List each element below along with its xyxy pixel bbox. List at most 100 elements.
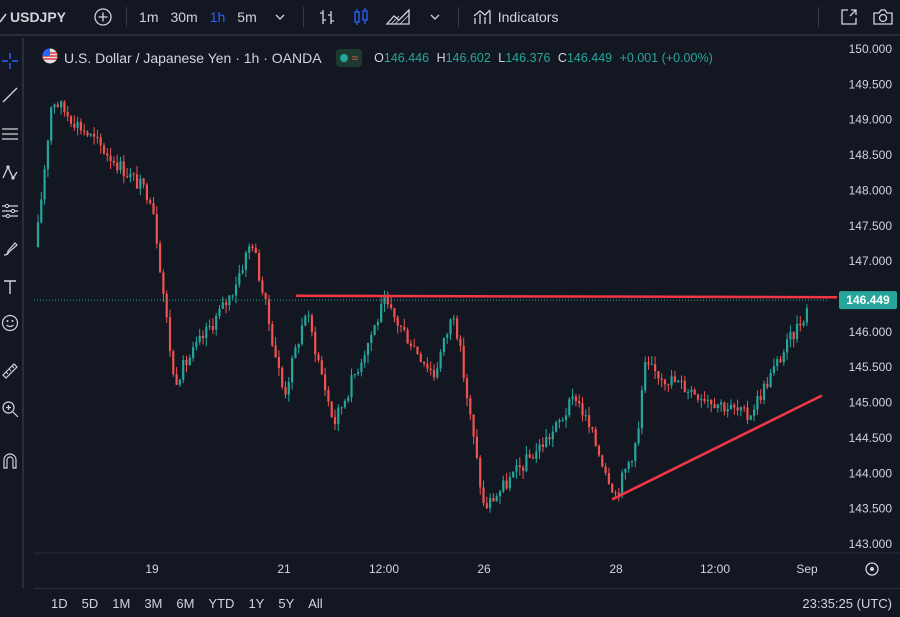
candle-body — [604, 466, 607, 474]
candle-body — [393, 307, 396, 318]
candle-body — [614, 492, 617, 494]
clock-display[interactable]: 23:35:25 (UTC) — [802, 596, 892, 611]
candle-body — [479, 457, 482, 488]
candle-body — [277, 357, 280, 368]
candle-body — [192, 346, 195, 358]
price-chart[interactable]: 150.000 149.500 149.000 148.500 148.000 147.5… — [34, 38, 900, 586]
chart-title: U.S. Dollar / Japanese Yen · 1h · OANDA — [64, 49, 322, 66]
candle-body — [535, 451, 538, 459]
candle-body — [347, 397, 350, 401]
price-label: 146.449 — [839, 291, 897, 310]
candle-body — [106, 153, 109, 156]
candle-body — [413, 346, 416, 348]
us-flag-icon — [42, 48, 58, 67]
range-button-5d[interactable]: 5D — [81, 595, 99, 611]
candle-body — [759, 396, 762, 401]
ohlc-values: O146.446 H146.602 L146.376 C146.449 +0.0… — [374, 51, 713, 65]
price-tick-label: 150.000 — [849, 42, 893, 56]
smiley-icon — [1, 314, 19, 337]
close-label: C — [557, 50, 567, 65]
zoom-tool[interactable] — [0, 400, 20, 422]
pattern-tool[interactable] — [0, 164, 20, 186]
area-style-button[interactable] — [378, 0, 418, 35]
status-badge[interactable]: ≈ — [335, 48, 363, 67]
interval-button-1h[interactable]: 1h — [204, 0, 232, 35]
candle-body — [390, 304, 393, 308]
trend-line-tool[interactable] — [0, 86, 20, 108]
candle-body — [76, 121, 79, 128]
candle-body — [376, 322, 379, 326]
price-tick-label: 147.500 — [849, 219, 893, 233]
candle-body — [142, 178, 145, 185]
price-tick-label: 144.500 — [849, 431, 893, 445]
indicators-button[interactable]: Indicators — [465, 0, 565, 35]
fullscreen-button[interactable] — [832, 0, 866, 35]
measure-tool[interactable] — [0, 362, 20, 384]
change-value: +0.001 (+0.00%) — [619, 50, 713, 65]
magnet-tool[interactable] — [0, 452, 20, 474]
range-button-6m[interactable]: 6M — [176, 595, 195, 611]
fib-tool[interactable] — [0, 126, 20, 148]
candle-body — [627, 462, 630, 470]
interval-button-1m[interactable]: 1m — [133, 0, 164, 35]
candle-body — [188, 357, 191, 366]
candle-body — [621, 472, 624, 495]
candle-body — [720, 402, 723, 405]
time-tick-label: 28 — [609, 562, 623, 576]
brush-tool[interactable] — [0, 240, 20, 262]
range-button-5y[interactable]: 5Y — [278, 595, 295, 611]
candle-body — [284, 386, 287, 395]
candle-body — [538, 444, 541, 452]
range-button-1y[interactable]: 1Y — [248, 595, 265, 611]
range-button-ytd[interactable]: YTD — [208, 595, 235, 611]
chevron-down-icon — [424, 6, 446, 28]
compare-symbol-button[interactable] — [86, 0, 120, 35]
candle-body — [650, 364, 653, 366]
interval-button-30m[interactable]: 30m — [164, 0, 203, 35]
crosshair-tool[interactable] — [0, 52, 20, 74]
snapshot-button[interactable] — [866, 0, 900, 35]
chart-pane[interactable]: 150.000 149.500 149.000 148.500 148.000 147.5… — [34, 38, 900, 586]
crosshair-icon — [1, 52, 19, 75]
horizontal-lines-icon — [1, 126, 19, 149]
candle-body — [578, 400, 581, 404]
candle-body — [522, 467, 525, 471]
chart-type-dropdown-button[interactable] — [418, 0, 452, 35]
candle-body — [680, 380, 683, 382]
forecast-tool[interactable] — [0, 202, 20, 224]
interval-button-5m[interactable]: 5m — [231, 0, 262, 35]
candle-body — [386, 297, 389, 305]
candle-body — [40, 199, 43, 223]
range-button-all[interactable]: All — [308, 595, 323, 611]
time-tick-label: 12:00 — [369, 562, 399, 576]
range-button-1m[interactable]: 1M — [112, 595, 131, 611]
candles-style-button[interactable] — [344, 0, 378, 35]
range-button-3m[interactable]: 3M — [144, 595, 163, 611]
candle-body — [182, 359, 185, 380]
chart-settings-button[interactable] — [865, 562, 879, 576]
candle-body — [739, 407, 742, 411]
text-tool[interactable] — [0, 278, 20, 300]
emoji-tool[interactable] — [0, 314, 20, 336]
symbol-search-button[interactable]: USDJPY — [0, 0, 72, 35]
candle-body — [753, 409, 756, 416]
candle-body — [403, 326, 406, 330]
candle-body — [611, 483, 614, 493]
brush-icon — [1, 240, 19, 263]
candle-body — [261, 280, 264, 293]
candle-body — [43, 169, 46, 200]
candle-body — [238, 273, 241, 285]
candle-body — [399, 325, 403, 327]
high-label: H — [436, 50, 446, 65]
interval-dropdown-button[interactable] — [263, 0, 297, 35]
candle-body — [317, 354, 320, 361]
candle-body — [178, 379, 181, 385]
range-button-1d[interactable]: 1D — [51, 595, 68, 611]
candle-body — [568, 399, 571, 416]
bars-style-button[interactable] — [310, 0, 344, 35]
candle-body — [225, 302, 228, 306]
candle-body — [498, 491, 502, 497]
price-tick-label: 143.000 — [849, 537, 893, 551]
candle-body — [145, 184, 148, 201]
pattern-icon — [1, 164, 19, 187]
